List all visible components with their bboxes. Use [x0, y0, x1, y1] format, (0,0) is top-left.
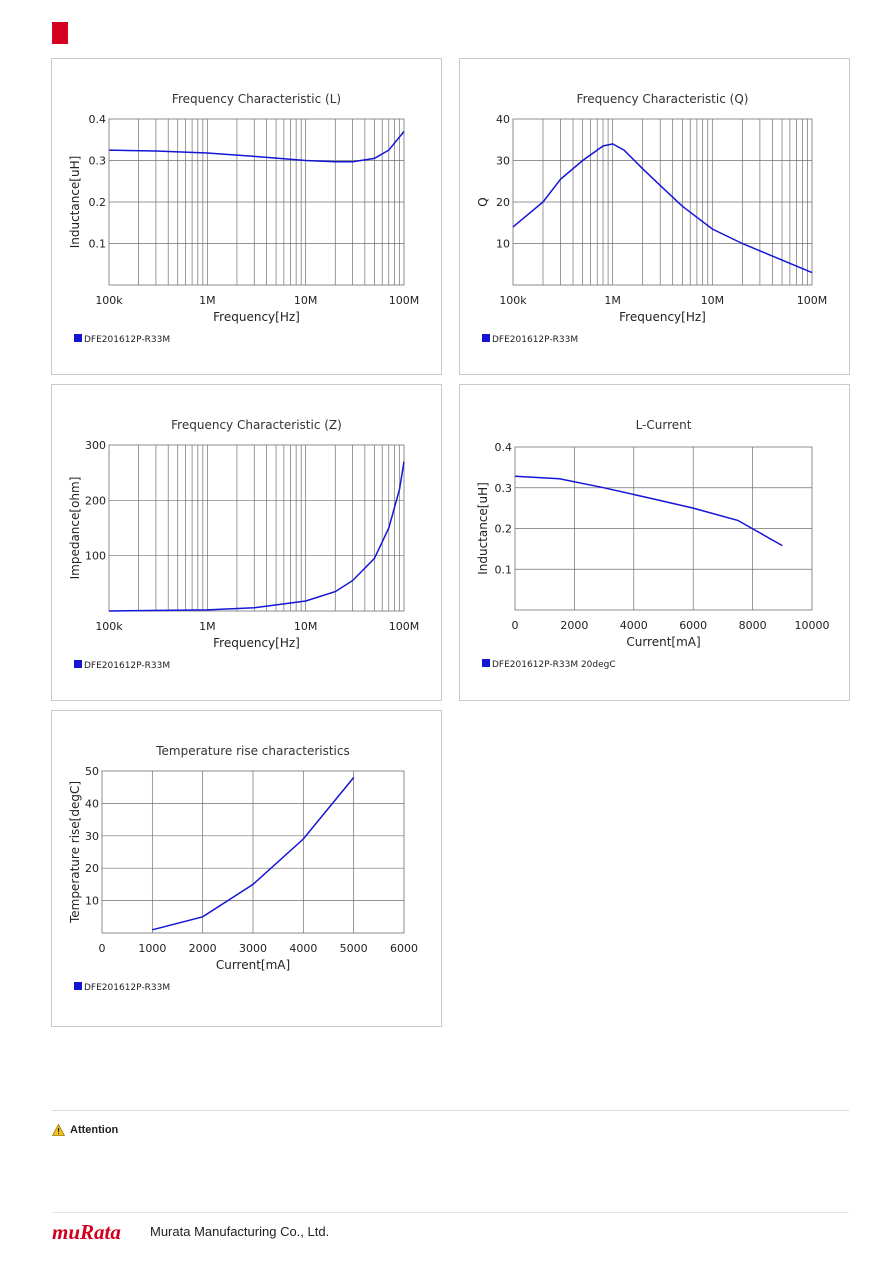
chart-panel-frequency-l: Frequency Characteristic (L) 100k 1M 10M 100…	[51, 58, 442, 375]
chart-temperature-rise: Temperature rise characteristics 0 1000 200…	[68, 744, 418, 993]
y-tick-label: 300	[85, 439, 106, 452]
chart-panel-frequency-z: Frequency Characteristic (Z) 100k 1M 10M 100…	[51, 384, 442, 701]
x-tick-label: 2000	[189, 942, 217, 955]
legend-label: DFE201612P-R33M 20degC	[492, 660, 616, 670]
y-tick-label: 100	[85, 550, 106, 563]
y-tick-label: 30	[85, 830, 99, 843]
x-tick-label: 8000	[739, 619, 767, 632]
legend-label: DFE201612P-R33M	[84, 661, 170, 671]
chart-title: Frequency Characteristic (L)	[172, 92, 341, 106]
x-tick-label: 3000	[239, 942, 267, 955]
x-tick-label: 10M	[294, 620, 318, 633]
y-tick-label: 0.2	[495, 523, 513, 536]
y-tick-label: 10	[496, 238, 510, 251]
chart-l-current: L-Current 0 2000 4000 6000 8000 10000 0.1 0.2 0.3…	[476, 418, 830, 670]
y-tick-label: 0.1	[495, 563, 513, 576]
x-axis-label: Frequency[Hz]	[213, 310, 300, 324]
x-tick-label: 0	[99, 942, 106, 955]
chart-panel-temperature-rise: Temperature rise characteristics 0 1000 200…	[51, 710, 442, 1027]
x-tick-label: 100M	[389, 294, 420, 307]
plot-frame	[101, 770, 405, 934]
murata-logo: muRata	[52, 1220, 121, 1244]
x-axis-label: Frequency[Hz]	[619, 310, 706, 324]
series-line	[108, 461, 405, 612]
y-axis-label: Inductance[uH]	[68, 156, 82, 249]
attention-section[interactable]: Attention	[52, 1124, 118, 1136]
section-divider	[52, 1110, 849, 1111]
x-tick-label: 10M	[701, 294, 725, 307]
y-tick-label: 10	[85, 895, 99, 908]
footer-divider	[52, 1212, 849, 1213]
legend-swatch	[74, 334, 82, 342]
legend-swatch	[74, 660, 82, 668]
y-axis-label: Impedance[ohm]	[68, 477, 82, 580]
x-axis-label: Current[mA]	[216, 958, 290, 972]
y-tick-label: 200	[85, 494, 106, 507]
chart-title: L-Current	[636, 418, 692, 432]
legend-label: DFE201612P-R33M	[84, 335, 170, 345]
y-tick-label: 30	[496, 155, 510, 168]
legend-swatch	[482, 334, 490, 342]
x-tick-label: 10000	[795, 619, 830, 632]
x-tick-label: 100k	[499, 294, 527, 307]
chart-panel-frequency-q: Frequency Characteristic (Q) 100k 1M 10M 100…	[459, 58, 850, 375]
chart-frequency-z: Frequency Characteristic (Z) 100k 1M 10M 100…	[68, 418, 420, 671]
x-axis-label: Current[mA]	[626, 635, 700, 649]
x-tick-label: 5000	[340, 942, 368, 955]
chart-frequency-l: Frequency Characteristic (L) 100k 1M 10M 100…	[68, 92, 420, 345]
x-tick-label: 100M	[797, 294, 828, 307]
x-tick-label: 100k	[95, 620, 123, 633]
y-tick-label: 0.2	[89, 196, 107, 209]
legend-label: DFE201612P-R33M	[492, 335, 578, 345]
plot-frame	[514, 446, 813, 611]
warning-icon	[52, 1124, 65, 1136]
y-tick-label: 20	[85, 862, 99, 875]
legend-label: DFE201612P-R33M	[84, 983, 170, 993]
y-tick-label: 0.3	[89, 155, 107, 168]
x-tick-label: 10M	[294, 294, 318, 307]
series-line	[512, 143, 813, 274]
legend-swatch	[74, 982, 82, 990]
chart-title: Frequency Characteristic (Z)	[171, 418, 342, 432]
x-tick-label: 1000	[138, 942, 166, 955]
x-tick-label: 100k	[95, 294, 123, 307]
plot-frame	[108, 118, 405, 286]
chart-title: Temperature rise characteristics	[155, 744, 349, 758]
y-tick-label: 0.4	[89, 113, 107, 126]
y-tick-label: 0.3	[495, 482, 513, 495]
y-tick-label: 20	[496, 196, 510, 209]
x-tick-label: 0	[512, 619, 519, 632]
svg-text:muRata: muRata	[52, 1220, 121, 1244]
x-tick-label: 6000	[679, 619, 707, 632]
series-line	[108, 131, 405, 163]
plot-frame	[512, 118, 813, 286]
x-tick-label: 4000	[289, 942, 317, 955]
chart-title: Frequency Characteristic (Q)	[577, 92, 749, 106]
y-tick-label: 40	[496, 113, 510, 126]
x-axis-label: Frequency[Hz]	[213, 636, 300, 650]
y-tick-label: 0.1	[89, 238, 107, 251]
x-tick-label: 4000	[620, 619, 648, 632]
y-axis-label: Temperature rise[degC]	[68, 781, 82, 924]
x-tick-label: 1M	[199, 620, 216, 633]
y-axis-label: Q	[476, 197, 490, 206]
x-tick-label: 1M	[199, 294, 216, 307]
x-tick-label: 2000	[560, 619, 588, 632]
y-tick-label: 50	[85, 765, 99, 778]
plot-frame	[108, 444, 405, 612]
chart-frequency-q: Frequency Characteristic (Q) 100k 1M 10M 100…	[476, 92, 828, 345]
series-line	[514, 475, 783, 547]
legend-swatch	[482, 659, 490, 667]
attention-label: Attention	[70, 1124, 119, 1136]
company-name: Murata Manufacturing Co., Ltd.	[150, 1224, 330, 1239]
series-line	[152, 777, 355, 931]
x-tick-label: 1M	[604, 294, 621, 307]
y-tick-label: 0.4	[495, 441, 513, 454]
chart-panel-l-current: L-Current 0 2000 4000 6000 8000 10000 0.1 0.2 0.3…	[459, 384, 850, 701]
x-tick-label: 100M	[389, 620, 420, 633]
y-tick-label: 40	[85, 797, 99, 810]
x-tick-label: 6000	[390, 942, 418, 955]
y-axis-label: Inductance[uH]	[476, 482, 490, 575]
brand-corner-mark	[52, 22, 68, 44]
